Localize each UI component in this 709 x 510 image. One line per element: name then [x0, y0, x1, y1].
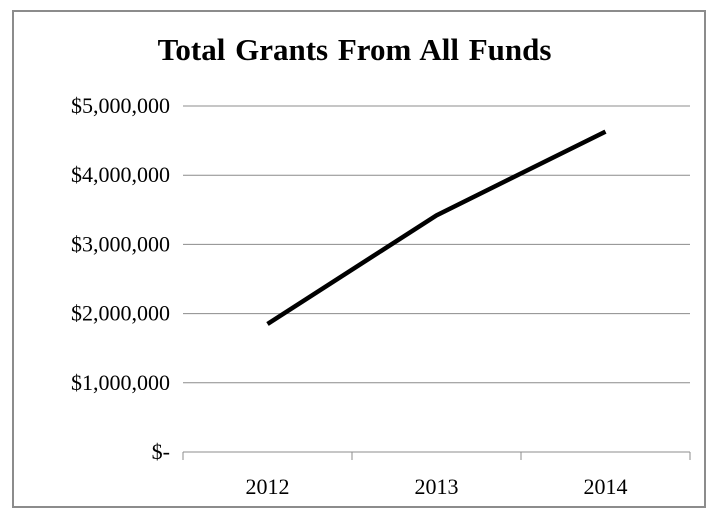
chart-title: Total Grants From All Funds — [157, 32, 552, 67]
x-tick-label: 2012 — [246, 474, 290, 499]
y-axis-labels: $- $1,000,000 $2,000,000 $3,000,000 $4,000,0… — [71, 93, 170, 464]
chart-frame — [12, 10, 706, 508]
y-tick-label: $2,000,000 — [71, 301, 170, 326]
x-axis: 2012 2013 2014 — [182, 451, 691, 499]
y-tick-label: $1,000,000 — [71, 370, 170, 395]
x-tick-label: 2014 — [584, 474, 628, 499]
y-tick-label: $4,000,000 — [71, 162, 170, 187]
y-tick-label: $3,000,000 — [71, 231, 170, 256]
y-tick-label: $5,000,000 — [71, 93, 170, 118]
y-tick-label: $- — [152, 439, 170, 464]
grid-lines — [183, 105, 690, 384]
series-line-0 — [266, 129, 607, 326]
x-tick-label: 2013 — [415, 474, 459, 499]
series-layer — [266, 129, 607, 326]
